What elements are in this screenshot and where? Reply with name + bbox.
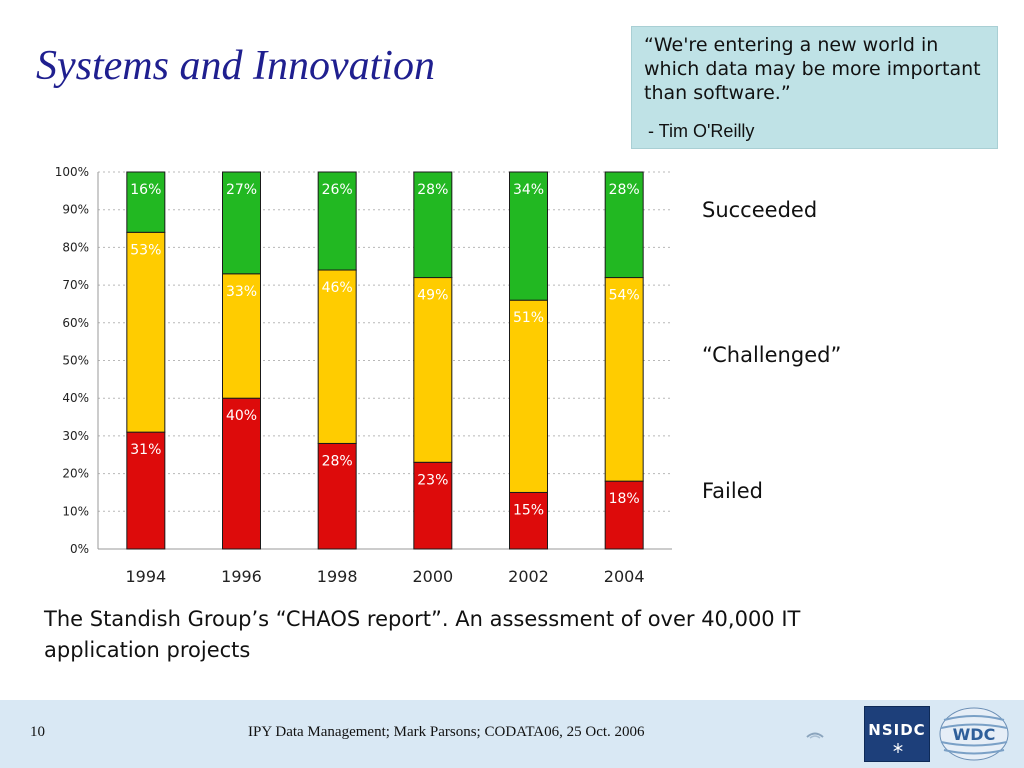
bar-segment [317, 269, 357, 444]
chart-caption: The Standish Group’s “CHAOS report”. An … [44, 607, 801, 662]
legend-label-succeeded: Succeeded [702, 198, 818, 222]
y-tick-label: 70% [62, 278, 89, 292]
data-label: 28% [417, 182, 448, 198]
page-number: 10 [30, 724, 45, 740]
data-label: 15% [513, 502, 544, 518]
bar-segment [413, 171, 453, 279]
stacked-bar-chart: 0% 10% 20% 30% 40% 50% 60% 70% 80% 90% 100% 31% 53% 1… [55, 165, 672, 586]
y-tick-label: 50% [62, 354, 89, 368]
bar-segment [604, 480, 644, 550]
data-label: 16% [130, 182, 161, 198]
y-tick-label: 20% [62, 467, 89, 481]
y-tick-label: 40% [62, 391, 89, 405]
bar-segment [413, 461, 453, 550]
footer-text: IPY Data Management; Mark Parsons; CODAT… [248, 724, 645, 740]
bar-segment [509, 299, 548, 493]
quote-box: “We're entering a new world in which dat… [631, 26, 998, 149]
y-tick-label: 60% [62, 316, 89, 330]
x-tick-label: 2002 [508, 567, 549, 586]
data-label: 49% [417, 288, 448, 304]
data-label: 53% [130, 242, 161, 258]
data-label: 18% [609, 491, 640, 507]
bar-segment [126, 171, 166, 233]
bar-segment [509, 491, 548, 550]
data-label: 40% [226, 408, 257, 424]
x-tick-label: 1998 [317, 567, 358, 586]
x-tick-label: 2004 [604, 567, 645, 586]
audio-icon[interactable] [806, 731, 824, 739]
legend-label-failed: Failed [702, 479, 763, 503]
bar-segment [222, 273, 261, 399]
data-label: 31% [130, 442, 161, 458]
y-tick-label: 90% [62, 203, 89, 217]
data-label: 27% [226, 182, 257, 198]
legend-label-challenged: “Challenged” [702, 343, 842, 367]
quote-text: “We're entering a new world in which dat… [644, 34, 981, 104]
y-tick-label: 10% [62, 504, 89, 518]
slide-title: Systems and Innovation [36, 43, 435, 89]
data-label: 54% [609, 288, 640, 304]
x-tick-label: 1994 [125, 567, 166, 586]
bar-segment [317, 442, 357, 550]
x-tick-label: 2000 [412, 567, 453, 586]
bar-segment [222, 171, 261, 275]
quote-author: - Tim O'Reilly [648, 121, 755, 141]
wdc-logo: WDC [939, 707, 1009, 761]
bar-segment [126, 231, 166, 433]
bar-segment [604, 277, 644, 482]
bar-segment [509, 171, 548, 301]
wdc-logo-text: WDC [953, 725, 996, 744]
y-tick-label: 30% [62, 429, 89, 443]
footer-bar: 10 IPY Data Management; Mark Parsons; CO… [0, 700, 1024, 768]
data-label: 51% [513, 310, 544, 326]
data-label: 46% [322, 280, 353, 296]
bar-segment [222, 397, 261, 550]
data-label: 23% [417, 472, 448, 488]
y-tick-label: 100% [55, 165, 89, 179]
data-label: 26% [322, 182, 353, 198]
data-label: 28% [609, 182, 640, 198]
bar-segment [413, 277, 453, 463]
data-label: 28% [322, 453, 353, 469]
y-tick-label: 0% [70, 542, 89, 556]
data-label: 34% [513, 182, 544, 198]
y-tick-label: 80% [62, 240, 89, 254]
bar-segment [317, 171, 357, 271]
bar-segment [604, 171, 644, 279]
data-label: 33% [226, 284, 257, 300]
snowflake-icon [893, 743, 903, 753]
nsidc-logo-text: NSIDC [868, 721, 926, 739]
x-tick-label: 1996 [221, 567, 262, 586]
nsidc-logo: NSIDC [864, 706, 930, 762]
